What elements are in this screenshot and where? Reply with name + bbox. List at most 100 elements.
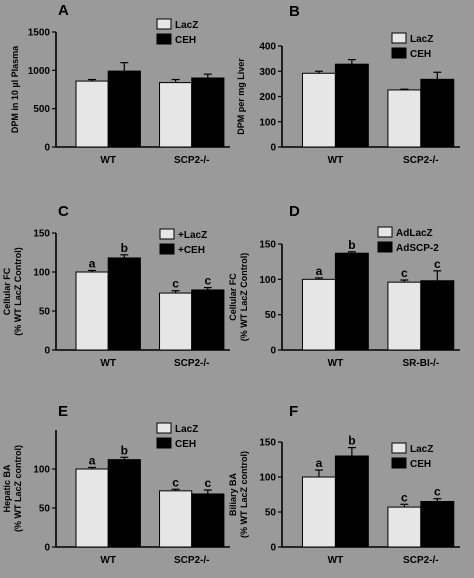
panel-a-category-0: WT [100, 155, 116, 166]
panel-f-bar-1-1 [420, 501, 455, 548]
panel-f-sig-1-0: c [401, 490, 408, 504]
panel-d-ytick-label-0: 0 [270, 346, 276, 357]
panel-c-category-0: WT [100, 358, 116, 369]
panel-e-bar-0-1 [107, 459, 141, 548]
panel-a-legend-swatch-1 [156, 33, 172, 45]
panel-f-category-0: WT [328, 555, 344, 566]
panel-b-ytick-label-2: 200 [259, 92, 276, 103]
panel-f-sig-0-1: b [348, 434, 355, 448]
panel-f-legend-swatch-0 [391, 442, 407, 454]
panel-d-ylabel-0: Cellular FC [228, 273, 238, 321]
panel-c-sig-0-1: b [121, 241, 128, 255]
panel-e-ytick-label-0: 0 [44, 543, 50, 554]
panel-e-legend-label-1: CEH [175, 439, 196, 450]
panel-b-ytick-label-3: 300 [259, 67, 276, 78]
panel-b-ytick-label-1: 100 [259, 117, 276, 128]
panel-d-ytick-label-1: 50 [265, 310, 277, 321]
panel-d-bar-0-0 [301, 278, 336, 351]
panel-d-legend-swatch-0 [377, 226, 393, 238]
panel-c-letter: C [58, 203, 69, 220]
panel-d-legend-label-0: AdLacZ [396, 228, 433, 239]
panel-f-ytick-label-3: 150 [259, 438, 276, 449]
panel-f-sig-1-1: c [434, 485, 441, 499]
panel-d-legend-swatch-1 [377, 241, 393, 253]
panel-b-legend-swatch-0 [391, 32, 407, 44]
panel-d-letter: D [289, 203, 300, 220]
panel-c-bar-1-0 [159, 292, 193, 351]
panel-d-sig-0-0: a [316, 264, 323, 278]
panel-d-legend-label-1: AdSCP-2 [396, 243, 439, 254]
panel-b-category-1: SCP2-/- [403, 155, 439, 166]
panel-b-bar-0-0 [301, 72, 336, 148]
panel-d-sig-0-1: b [348, 238, 355, 252]
panel-e-ytick-label-2: 100 [33, 465, 50, 476]
panel-c-ylabel-1: (% WT LacZ Control) [13, 247, 23, 336]
panel-a-bar-1-1 [191, 77, 225, 148]
panel-d-ylabel-1: (% WT LacZ Control) [239, 253, 249, 342]
panel-f-ylabel-1: (% WT LacZ control) [239, 451, 249, 538]
panel-f-bar-0-1 [334, 455, 369, 548]
panel-f-bar-1-0 [387, 506, 422, 548]
panel-c-ytick-label-0: 0 [44, 346, 50, 357]
panel-e-letter: E [58, 403, 68, 420]
panel-e-bar-1-0 [159, 490, 193, 548]
panel-d-ytick-label-2: 100 [259, 275, 276, 286]
panel-a-bar-1-0 [159, 82, 193, 148]
panel-d-bar-1-0 [387, 281, 422, 351]
panel-a-letter: A [58, 2, 69, 19]
panel-c-ytick-label-2: 100 [33, 268, 50, 279]
panel-e-sig-0-0: a [89, 453, 96, 467]
panel-f-legend-label-1: CEH [410, 459, 431, 470]
panel-b-ytick-label-0: 0 [270, 143, 276, 154]
panel-a-legend-label-1: CEH [175, 35, 196, 46]
panel-c-legend-swatch-1 [159, 243, 175, 255]
panel-f-letter: F [289, 403, 298, 420]
panel-f-ylabel-0: Biliary BA [228, 472, 238, 516]
panel-a-legend-swatch-0 [156, 18, 172, 30]
panel-a-ytick-label-1: 500 [33, 104, 50, 115]
panel-e-bar-1-1 [191, 493, 225, 548]
panel-e-ylabel-1: (% WT LacZ control) [13, 445, 23, 532]
panel-a-ylabel-0: DPM in 10 µl Plasma [10, 45, 20, 133]
panel-e-sig-0-1: b [121, 443, 128, 457]
panel-c-ylabel-0: Cellular FC [2, 267, 12, 315]
panel-b-legend-label-1: CEH [410, 49, 431, 60]
panel-e-ylabel-0: Hepatic BA [2, 464, 12, 513]
panel-d-sig-1-0: c [401, 266, 408, 280]
panel-c-category-1: SCP2-/- [174, 358, 210, 369]
panel-f-category-1: SCP2-/- [403, 555, 439, 566]
panel-e-legend-label-0: LacZ [175, 424, 198, 435]
panel-b-legend-swatch-1 [391, 47, 407, 59]
panel-e-category-1: SCP2-/- [174, 555, 210, 566]
panel-b-category-0: WT [328, 155, 344, 166]
panel-d-category-1: SR-BI-/- [403, 358, 440, 369]
panel-e-sig-1-0: c [172, 475, 179, 489]
panel-c-ytick-label-3: 150 [33, 229, 50, 240]
panel-b-bar-0-1 [334, 63, 369, 148]
panel-d-bar-0-1 [334, 252, 369, 351]
panel-b-ytick-label-4: 400 [259, 42, 276, 53]
panel-d-category-0: WT [328, 358, 344, 369]
panel-e-legend-swatch-0 [156, 422, 172, 434]
panel-c-bar-1-1 [191, 289, 225, 351]
panel-c-legend-label-0: +LacZ [178, 230, 207, 241]
panel-c-sig-1-1: c [204, 274, 211, 288]
panel-c-sig-0-0: a [89, 256, 96, 270]
panel-f-legend-label-0: LacZ [410, 444, 433, 455]
panel-e-ytick-label-1: 50 [39, 504, 51, 515]
panel-b-letter: B [289, 3, 300, 20]
panel-f-ytick-label-0: 0 [270, 543, 276, 554]
panel-d-sig-1-1: c [434, 257, 441, 271]
panel-c-ytick-label-1: 50 [39, 307, 51, 318]
panel-c-legend-label-1: +CEH [178, 245, 205, 256]
panel-a-bar-0-0 [75, 80, 109, 148]
panel-c-sig-1-0: c [172, 277, 179, 291]
panel-f-ytick-label-1: 50 [265, 508, 277, 519]
panel-e-category-0: WT [100, 555, 116, 566]
panel-e-legend-swatch-1 [156, 437, 172, 449]
panel-a-bar-0-1 [107, 70, 141, 148]
panel-a-legend-label-0: LacZ [175, 20, 198, 31]
panel-a-ytick-label-3: 1500 [28, 28, 51, 39]
